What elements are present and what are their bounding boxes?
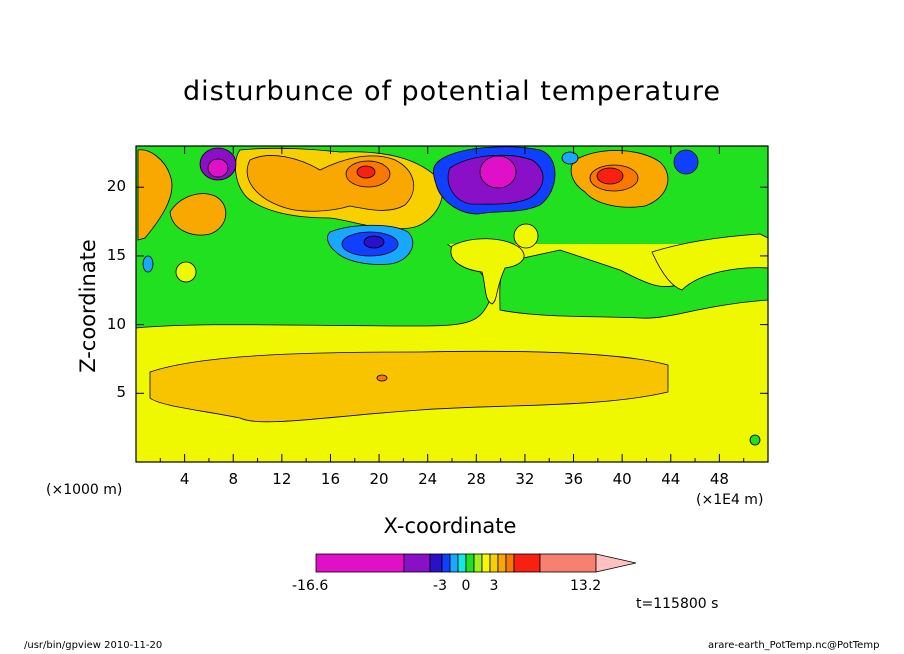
x-tick-label: 32 bbox=[515, 470, 535, 488]
yellow-blob-left bbox=[175, 261, 197, 283]
magenta-core-left bbox=[207, 158, 229, 178]
chart-title: disturbunce of potential temperature bbox=[183, 76, 721, 107]
plot-area bbox=[136, 146, 768, 462]
x-tick-label: 44 bbox=[661, 470, 681, 488]
red-core-c bbox=[596, 167, 624, 185]
green-dot bbox=[749, 434, 761, 446]
magenta-core-right bbox=[479, 155, 517, 189]
x-tick-label: 20 bbox=[369, 470, 389, 488]
time-label: t=115800 s bbox=[636, 596, 719, 612]
colorbar-segment bbox=[489, 553, 499, 573]
colorbar-segment bbox=[539, 553, 597, 573]
x-tick-label: 28 bbox=[466, 470, 486, 488]
colorbar-max-label: 13.2 bbox=[570, 578, 602, 594]
y-tick-label: 5 bbox=[116, 383, 126, 402]
yellow-patch bbox=[651, 233, 768, 291]
orange-band bbox=[149, 350, 669, 423]
y-tick-label: 10 bbox=[106, 314, 126, 333]
cyan-spot-left bbox=[142, 255, 154, 273]
colorbar-segment bbox=[441, 553, 451, 573]
colorbar-tick-label: -3 bbox=[433, 578, 447, 594]
colorbar-segment bbox=[449, 553, 459, 573]
x-tick-label: 16 bbox=[320, 470, 340, 488]
x-tick-label: 48 bbox=[709, 470, 729, 488]
colorbar-segment bbox=[481, 553, 491, 573]
yellow-plume bbox=[450, 238, 525, 305]
x-scale-label: (×1E4 m) bbox=[696, 492, 764, 508]
colorbar-segment bbox=[505, 553, 515, 573]
colorbar-segment bbox=[497, 553, 507, 573]
colorbar-segment bbox=[403, 553, 431, 573]
orange-cloud-a bbox=[169, 193, 227, 236]
footer-right: arare-earth_PotTemp.nc@PotTemp bbox=[708, 640, 880, 651]
colorbar-segment bbox=[457, 553, 467, 573]
yellow-blob bbox=[513, 223, 539, 249]
x-tick-label: 12 bbox=[272, 470, 292, 488]
orange-dot bbox=[376, 374, 388, 382]
colorbar-tick-label: 3 bbox=[489, 578, 499, 594]
colorbar-segment bbox=[513, 553, 541, 573]
x-axis-label: X-coordinate bbox=[383, 514, 517, 538]
colorbar-tick-label: 0 bbox=[461, 578, 471, 594]
x-unit-label: (×1000 m) bbox=[46, 482, 123, 498]
colorbar-segment bbox=[315, 553, 405, 573]
y-tick-label: 20 bbox=[106, 177, 126, 196]
navy-core bbox=[363, 235, 385, 249]
colorbar-arrow bbox=[595, 553, 637, 573]
colorbar-segment bbox=[473, 553, 483, 573]
colorbar-segment bbox=[465, 553, 475, 573]
axis-ticks bbox=[136, 146, 768, 462]
x-tick-label: 24 bbox=[418, 470, 438, 488]
footer-left: /usr/bin/gpview 2010-11-20 bbox=[24, 640, 163, 651]
colorbar bbox=[315, 553, 637, 573]
red-core-b bbox=[356, 165, 376, 179]
x-tick-label: 40 bbox=[612, 470, 632, 488]
cyan-spot bbox=[561, 151, 579, 165]
x-tick-label: 8 bbox=[228, 470, 238, 488]
x-tick-label: 36 bbox=[563, 470, 584, 488]
colorbar-segment bbox=[429, 553, 443, 573]
colorbar-min-label: -16.6 bbox=[292, 578, 329, 594]
y-tick-label: 15 bbox=[106, 245, 126, 264]
orange-cloud-left bbox=[137, 149, 173, 241]
blue-spot-right bbox=[673, 149, 699, 175]
x-tick-label: 4 bbox=[179, 470, 190, 488]
